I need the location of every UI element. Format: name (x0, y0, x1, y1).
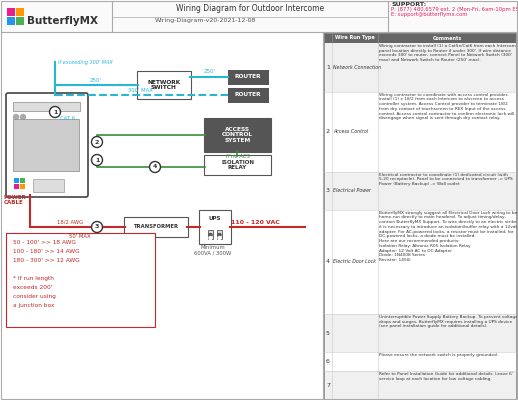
Circle shape (150, 162, 161, 172)
Text: * If run length: * If run length (13, 276, 54, 281)
Text: If no ACS: If no ACS (225, 154, 250, 159)
Text: 3: 3 (326, 188, 330, 193)
FancyBboxPatch shape (16, 8, 24, 16)
Text: 18/2 AWG: 18/2 AWG (57, 220, 83, 225)
Text: 1: 1 (95, 158, 99, 162)
Text: Wiring-Diagram-v20-2021-12-08: Wiring-Diagram-v20-2021-12-08 (155, 18, 256, 23)
FancyBboxPatch shape (20, 184, 25, 189)
Text: consider using: consider using (13, 294, 56, 299)
Circle shape (218, 234, 221, 236)
Text: CAT 6: CAT 6 (60, 116, 75, 121)
Text: 3: 3 (95, 224, 99, 230)
Text: UPS: UPS (209, 216, 221, 222)
Circle shape (13, 114, 19, 120)
Text: 110 - 120 VAC: 110 - 120 VAC (231, 220, 279, 225)
Circle shape (21, 114, 25, 120)
Text: 2: 2 (326, 129, 330, 134)
Text: 50' MAX: 50' MAX (69, 234, 91, 239)
FancyBboxPatch shape (124, 217, 188, 237)
FancyBboxPatch shape (324, 172, 516, 210)
FancyBboxPatch shape (1, 1, 517, 32)
Circle shape (92, 154, 103, 166)
Text: P: (877) 480.6579 ext. 2 (Mon-Fri, 6am-10pm EST): P: (877) 480.6579 ext. 2 (Mon-Fri, 6am-1… (391, 7, 518, 12)
FancyBboxPatch shape (324, 352, 516, 371)
FancyBboxPatch shape (324, 43, 516, 92)
Text: Access Control: Access Control (333, 129, 368, 134)
FancyBboxPatch shape (7, 8, 15, 16)
Text: 50 - 100' >> 18 AWG: 50 - 100' >> 18 AWG (13, 240, 76, 245)
Text: Electric Door Lock: Electric Door Lock (333, 259, 376, 264)
Text: 1: 1 (326, 65, 330, 70)
Text: Uninterruptible Power Supply Battery Backup. To prevent voltage drops and surges: Uninterruptible Power Supply Battery Bac… (379, 315, 518, 328)
Text: Electrical contractor to coordinate (1) dedicated circuit (with 5-20 receptacle): Electrical contractor to coordinate (1) … (379, 172, 513, 186)
Text: 300' MAX: 300' MAX (127, 88, 152, 93)
Text: Refer to Panel Installation Guide for additional details. Leave 6' service loop : Refer to Panel Installation Guide for ad… (379, 372, 513, 381)
Text: 7: 7 (326, 383, 330, 388)
Text: Wiring contractor to coordinate with access control provider, install (1) x 18/2: Wiring contractor to coordinate with acc… (379, 93, 514, 120)
Text: 180 - 300' >> 12 AWG: 180 - 300' >> 12 AWG (13, 258, 80, 263)
Text: Comments: Comments (433, 36, 462, 40)
Circle shape (92, 136, 103, 148)
FancyBboxPatch shape (324, 314, 516, 352)
Text: Minimum
600VA / 300W: Minimum 600VA / 300W (194, 245, 232, 256)
FancyBboxPatch shape (6, 233, 155, 327)
Text: Please ensure the network switch is properly grounded.: Please ensure the network switch is prop… (379, 353, 498, 357)
Text: E: support@butterflymx.com: E: support@butterflymx.com (391, 12, 468, 17)
FancyBboxPatch shape (13, 119, 79, 171)
Text: TRANSFORMER: TRANSFORMER (134, 224, 179, 230)
Text: 2: 2 (95, 140, 99, 144)
FancyBboxPatch shape (199, 210, 231, 244)
Text: POWER
CABLE: POWER CABLE (4, 194, 27, 206)
Text: ButterflyMX: ButterflyMX (27, 16, 98, 26)
Text: Wiring Diagram for Outdoor Intercome: Wiring Diagram for Outdoor Intercome (176, 4, 324, 13)
Circle shape (50, 106, 61, 118)
FancyBboxPatch shape (204, 155, 271, 175)
Text: 4: 4 (326, 259, 330, 264)
FancyBboxPatch shape (7, 17, 15, 25)
Text: ACCESS
CONTROL
SYSTEM: ACCESS CONTROL SYSTEM (222, 127, 253, 143)
Text: SUPPORT:: SUPPORT: (391, 2, 426, 7)
FancyBboxPatch shape (33, 178, 64, 192)
Circle shape (92, 222, 103, 232)
Text: 6: 6 (326, 359, 330, 364)
FancyBboxPatch shape (227, 88, 268, 102)
Circle shape (209, 234, 212, 236)
Text: ButterflyMX strongly suggest all Electrical Door Lock wiring to be home-run dire: ButterflyMX strongly suggest all Electri… (379, 211, 518, 262)
Text: 100 - 180' >> 14 AWG: 100 - 180' >> 14 AWG (13, 249, 80, 254)
Text: Wiring contractor to install (1) a Cat5e/Cat6 from each Intercom panel location : Wiring contractor to install (1) a Cat5e… (379, 44, 516, 62)
Text: ISOLATION
RELAY: ISOLATION RELAY (221, 160, 254, 170)
FancyBboxPatch shape (324, 92, 516, 172)
FancyBboxPatch shape (16, 17, 24, 25)
Text: 1: 1 (53, 110, 57, 114)
FancyBboxPatch shape (324, 371, 516, 399)
Text: Network Connection: Network Connection (333, 65, 381, 70)
Circle shape (209, 236, 212, 240)
FancyBboxPatch shape (14, 178, 19, 183)
FancyBboxPatch shape (227, 70, 268, 84)
FancyBboxPatch shape (20, 178, 25, 183)
Text: ROUTER: ROUTER (235, 74, 261, 80)
Text: Wire Run Type: Wire Run Type (335, 36, 375, 40)
FancyBboxPatch shape (324, 33, 516, 43)
Text: 250': 250' (90, 78, 102, 83)
FancyBboxPatch shape (324, 210, 516, 314)
FancyBboxPatch shape (14, 184, 19, 189)
FancyBboxPatch shape (12, 102, 79, 110)
FancyBboxPatch shape (217, 230, 222, 239)
Text: 5: 5 (326, 330, 330, 336)
Circle shape (218, 236, 221, 240)
Text: If exceeding 300' MAX: If exceeding 300' MAX (58, 60, 113, 65)
FancyBboxPatch shape (137, 71, 191, 99)
Text: 4: 4 (153, 164, 157, 170)
FancyBboxPatch shape (204, 118, 271, 152)
Text: a junction box: a junction box (13, 303, 54, 308)
Text: NETWORK
SWITCH: NETWORK SWITCH (148, 80, 181, 90)
Text: exceeds 200': exceeds 200' (13, 285, 52, 290)
Text: Electrical Power: Electrical Power (333, 188, 371, 193)
Text: ROUTER: ROUTER (235, 92, 261, 98)
FancyBboxPatch shape (208, 230, 213, 239)
Text: 250': 250' (204, 69, 216, 74)
FancyBboxPatch shape (6, 93, 88, 197)
